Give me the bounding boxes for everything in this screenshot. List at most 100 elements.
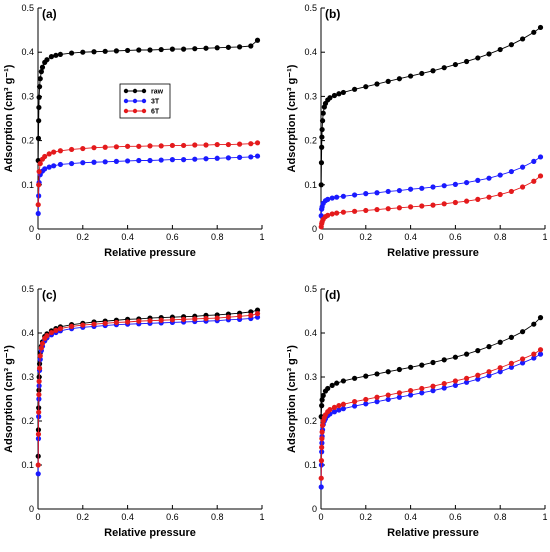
data-point-6t: [430, 202, 436, 208]
data-point-3t: [225, 155, 231, 161]
legend-marker-3t: [141, 98, 147, 104]
data-point-6t: [38, 345, 44, 351]
data-point-raw: [452, 61, 458, 68]
data-point-6t: [430, 383, 436, 389]
y-tick-label: 0.2: [21, 416, 34, 426]
data-point-6t: [374, 206, 380, 213]
data-point-6t: [452, 199, 458, 206]
x-tick-label: 0.4: [121, 232, 134, 242]
data-point-raw: [374, 371, 380, 377]
data-point-6t: [396, 205, 402, 211]
data-point-3t: [69, 160, 75, 167]
data-point-3t: [91, 159, 97, 165]
data-point-3t: [35, 210, 41, 217]
data-point-raw: [329, 382, 335, 388]
data-point-raw: [36, 84, 43, 90]
data-point-6t: [254, 311, 261, 317]
data-point-raw: [248, 43, 254, 49]
panel-label: (d): [325, 288, 340, 302]
data-point-6t: [396, 390, 402, 396]
data-point-raw: [352, 86, 358, 92]
data-point-6t: [51, 149, 57, 155]
data-point-6t: [537, 173, 544, 179]
data-point-6t: [36, 168, 42, 175]
data-point-6t: [537, 347, 544, 353]
data-point-6t: [53, 327, 59, 333]
data-point-3t: [352, 403, 358, 409]
x-tick-label: 0: [318, 232, 323, 242]
data-point-raw: [385, 78, 391, 84]
data-point-3t: [508, 168, 514, 175]
series-6t: [35, 140, 261, 208]
data-point-6t: [181, 316, 187, 322]
data-point-6t: [319, 436, 325, 442]
y-tick-label: 0.2: [304, 136, 317, 146]
data-point-raw: [319, 403, 325, 409]
data-point-raw: [441, 357, 447, 363]
x-tick-label: 0: [318, 512, 323, 522]
data-point-6t: [169, 317, 175, 323]
data-point-6t: [464, 375, 470, 381]
data-point-6t: [125, 143, 131, 149]
data-point-raw: [44, 57, 50, 63]
data-point-3t: [385, 396, 391, 403]
data-point-3t: [441, 183, 447, 189]
x-axis-title: Relative pressure: [387, 247, 479, 259]
x-tick-label: 0: [35, 232, 40, 242]
data-point-raw: [319, 144, 325, 150]
legend-marker-raw: [132, 88, 138, 94]
data-point-3t: [497, 172, 503, 178]
data-point-3t: [408, 392, 414, 398]
data-point-raw: [318, 182, 324, 188]
data-point-6t: [91, 145, 97, 151]
y-tick-label: 0.3: [21, 91, 34, 101]
x-tick-label: 0: [35, 512, 40, 522]
data-point-6t: [80, 322, 86, 328]
y-tick-label: 0: [312, 504, 317, 514]
y-tick-label: 0.5: [304, 3, 317, 13]
data-point-3t: [430, 388, 436, 394]
data-point-6t: [39, 340, 46, 347]
data-point-raw: [327, 95, 333, 101]
data-point-3t: [464, 179, 470, 186]
y-axis-title: Adsorption (cm³ g⁻¹): [286, 345, 298, 453]
y-tick-label: 0.2: [304, 416, 317, 426]
data-point-raw: [36, 118, 42, 124]
data-point-3t: [537, 351, 544, 357]
data-point-6t: [35, 431, 42, 437]
data-point-6t: [147, 143, 153, 149]
data-point-6t: [169, 142, 175, 149]
y-tick-label: 0.1: [304, 180, 317, 190]
data-point-3t: [374, 399, 380, 405]
data-point-6t: [42, 153, 48, 160]
data-point-6t: [203, 315, 209, 322]
data-point-6t: [520, 356, 526, 362]
y-tick-label: 0.5: [304, 284, 317, 294]
data-point-6t: [531, 178, 537, 184]
data-point-3t: [396, 394, 402, 400]
data-point-6t: [36, 365, 43, 371]
data-point-raw: [419, 362, 425, 368]
data-point-raw: [319, 134, 325, 140]
data-point-6t: [475, 196, 481, 202]
x-tick-label: 1: [259, 512, 264, 522]
legend-marker-6t: [141, 108, 147, 114]
data-point-6t: [214, 315, 220, 321]
x-tick-label: 0.8: [494, 512, 507, 522]
data-point-raw: [531, 29, 537, 35]
data-point-6t: [352, 208, 358, 214]
data-point-raw: [408, 73, 414, 79]
data-point-6t: [181, 142, 187, 149]
data-point-6t: [225, 141, 231, 148]
legend: raw 3T 6T: [119, 83, 171, 119]
data-point-raw: [158, 46, 164, 53]
y-tick-label: 0.1: [21, 460, 34, 470]
x-tick-label: 0.8: [494, 232, 507, 242]
data-point-6t: [248, 312, 254, 318]
data-point-6t: [408, 388, 414, 394]
data-point-raw: [520, 36, 526, 42]
y-tick-label: 0.4: [21, 328, 34, 338]
panel-label: (a): [42, 7, 57, 21]
data-point-6t: [237, 141, 243, 147]
data-point-6t: [531, 351, 537, 357]
